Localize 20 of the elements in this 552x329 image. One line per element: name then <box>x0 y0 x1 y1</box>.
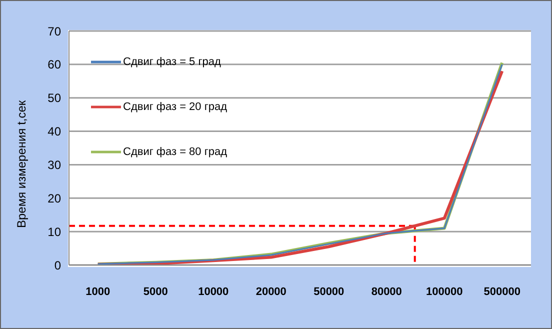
legend-label: Сдвиг фаз = 5 град <box>123 56 221 68</box>
x-tick-label: 50000 <box>314 286 344 298</box>
y-tick-label: 10 <box>48 224 62 239</box>
y-tick-label: 40 <box>48 124 62 139</box>
y-tick-label: 50 <box>48 91 62 106</box>
y-axis-title: Время измерения t,сек <box>14 100 28 228</box>
x-tick-label: 500000 <box>484 286 520 298</box>
y-tick-label: 20 <box>48 191 62 206</box>
y-tick-label: 70 <box>48 24 62 38</box>
y-tick-label: 0 <box>54 258 62 272</box>
x-tick-label: 1000 <box>86 286 110 298</box>
legend-label: Сдвиг фаз = 20 град <box>123 100 228 112</box>
x-tick-label: 10000 <box>198 286 229 298</box>
legend-label: Сдвиг фаз = 80 град <box>123 146 228 158</box>
x-tick-label: 80000 <box>371 286 402 298</box>
y-tick-label: 30 <box>48 158 62 172</box>
x-tick-label: 5000 <box>143 286 168 298</box>
x-tick-label: 100000 <box>426 286 463 298</box>
y-tick-label: 60 <box>48 58 62 72</box>
x-tick-label: 20000 <box>256 286 286 298</box>
